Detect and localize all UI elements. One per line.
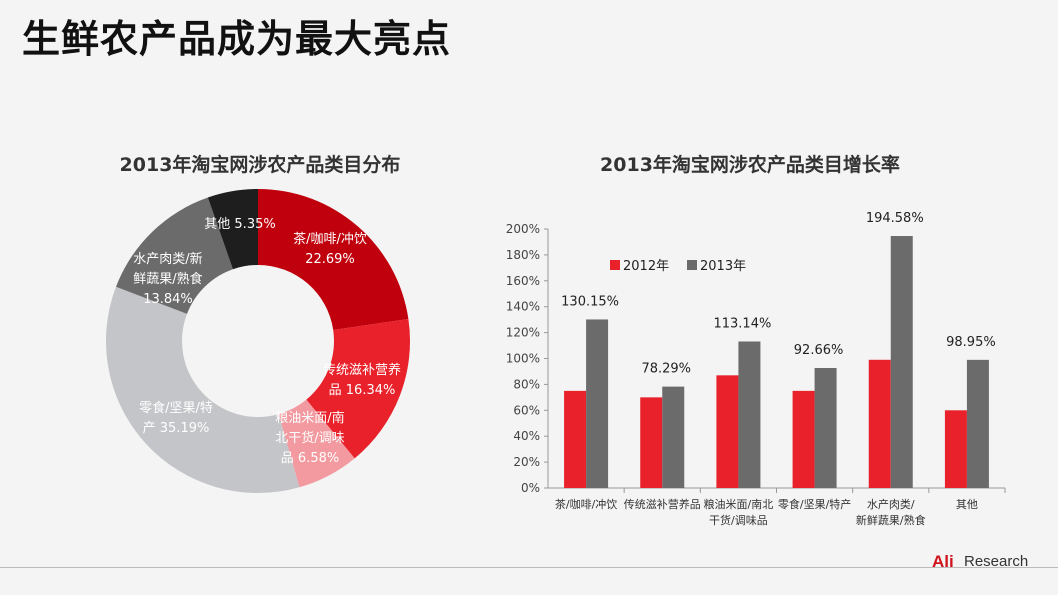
logo-research-text: Research bbox=[964, 553, 1029, 570]
y-tick-label-9: 180% bbox=[506, 248, 540, 262]
bar-series1-5 bbox=[944, 410, 967, 488]
donut-slice-label-1: 传统滋补营养品 16.34% bbox=[323, 362, 401, 398]
data-label-3: 92.66% bbox=[794, 343, 844, 358]
donut-slice-4 bbox=[116, 197, 233, 314]
data-label-0: 130.15% bbox=[561, 294, 619, 309]
bar-series2-0 bbox=[586, 319, 609, 488]
footer-divider bbox=[0, 567, 1058, 568]
bar-series1-0 bbox=[564, 390, 587, 488]
donut-slice-5 bbox=[207, 189, 258, 270]
y-tick-label-4: 80% bbox=[513, 377, 540, 391]
donut-slice-1 bbox=[306, 319, 410, 459]
y-tick-label-10: 200% bbox=[506, 222, 540, 236]
donut-slice-label-3: 零食/坚果/特产 35.19% bbox=[139, 400, 213, 436]
y-tick-label-8: 160% bbox=[506, 274, 540, 288]
bar-series2-2 bbox=[738, 341, 761, 488]
bar-series1-1 bbox=[640, 397, 663, 488]
donut-slice-3 bbox=[105, 286, 300, 493]
bar-series2-1 bbox=[662, 386, 685, 488]
bar-series2-4 bbox=[890, 236, 913, 488]
y-tick-label-2: 40% bbox=[513, 429, 540, 443]
legend-label-0: 2012年 bbox=[623, 259, 669, 274]
y-tick-label-3: 60% bbox=[513, 403, 540, 417]
legend-swatch-0 bbox=[610, 260, 620, 270]
x-category-label-1: 传统滋补营养品 bbox=[624, 497, 701, 511]
aliresearch-logo: Ali Research bbox=[932, 552, 1052, 592]
x-category-label-0: 茶/咖啡/冲饮 bbox=[555, 497, 617, 511]
legend-label-1: 2013年 bbox=[700, 259, 746, 274]
donut-slice-label-5: 其他 5.35% bbox=[204, 217, 275, 232]
y-tick-label-5: 100% bbox=[506, 352, 540, 366]
x-category-label-2: 粮油米面/南北干货/调味品 bbox=[704, 497, 774, 527]
donut-slice-label-0: 茶/咖啡/冲饮 22.69% bbox=[293, 231, 367, 267]
donut-slice-label-4: 水产肉类/新鲜蔬果/熟食 13.84% bbox=[133, 251, 202, 307]
y-tick-label-7: 140% bbox=[506, 300, 540, 314]
y-tick-label-6: 120% bbox=[506, 326, 540, 340]
logo-ali-text: Ali bbox=[932, 552, 954, 571]
bar-series1-2 bbox=[716, 375, 739, 488]
legend-swatch-1 bbox=[687, 260, 697, 270]
pie-chart-title: 2013年淘宝网涉农产品类目分布 bbox=[119, 154, 401, 176]
slide-title: 生鲜农产品成为最大亮点 bbox=[22, 17, 452, 61]
data-label-1: 78.29% bbox=[641, 362, 691, 377]
y-tick-label-0: 0% bbox=[521, 481, 540, 495]
donut-slice-label-2: 粮油米面/南北干货/调味品 6.58% bbox=[275, 410, 344, 466]
bar-series1-4 bbox=[868, 359, 891, 488]
data-label-5: 98.95% bbox=[946, 335, 996, 350]
x-category-label-4: 水产肉类/新鲜蔬果/熟食 bbox=[856, 497, 926, 527]
bar-chart-title: 2013年淘宝网涉农产品类目增长率 bbox=[600, 154, 900, 176]
donut-slice-0 bbox=[258, 189, 409, 331]
x-category-label-3: 零食/坚果/特产 bbox=[778, 497, 851, 511]
bar-series2-5 bbox=[966, 359, 989, 488]
bar-series2-3 bbox=[814, 368, 837, 488]
x-category-label-5: 其他 bbox=[956, 498, 978, 511]
donut-slice-2 bbox=[278, 399, 355, 488]
data-label-2: 113.14% bbox=[713, 316, 771, 331]
bar-series1-3 bbox=[792, 390, 815, 488]
data-label-4: 194.58% bbox=[866, 211, 924, 226]
y-tick-label-1: 20% bbox=[513, 455, 540, 469]
